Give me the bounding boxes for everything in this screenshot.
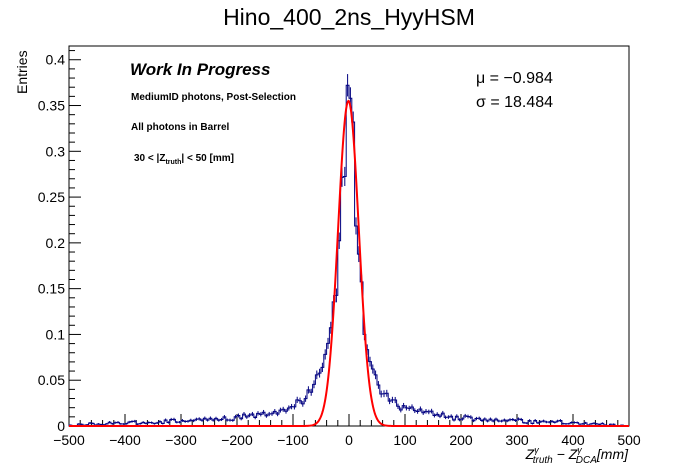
y-tick-label: 0.15 — [38, 281, 65, 297]
x-tick-label: 300 — [505, 432, 529, 448]
x-tick-label: 200 — [449, 432, 473, 448]
y-tick-label: 0.2 — [46, 235, 66, 251]
region-label: All photons in Barrel — [131, 122, 230, 133]
x-title-sup1: γ — [534, 445, 539, 455]
x-title-minus: − — [553, 446, 569, 462]
fit-mu-label: μ = −0.984 — [476, 70, 553, 87]
y-axis-ticks — [69, 50, 81, 427]
x-tick-label: −400 — [109, 432, 141, 448]
gaussian-fit — [69, 99, 629, 427]
cut-label: 30 < |Ztruth| < 50 [mm] — [134, 153, 234, 166]
histogram-series — [68, 74, 629, 427]
y-tick-label: 0.35 — [38, 98, 65, 114]
cut-label-prefix: 30 < |Z — [134, 153, 165, 164]
y-tick-label: 0.1 — [46, 326, 66, 342]
x-tick-label: 500 — [617, 432, 641, 448]
x-tick-label: −300 — [165, 432, 197, 448]
y-tick-label: 0.05 — [38, 372, 65, 388]
y-tick-label: 0 — [57, 418, 65, 434]
x-tick-label: 0 — [345, 432, 353, 448]
x-tick-label: 400 — [561, 432, 585, 448]
x-tick-label: 100 — [393, 432, 417, 448]
work-in-progress-label: Work In Progress — [130, 60, 270, 79]
x-axis-title: Zγ truth − Zγ DCA[mm] — [525, 445, 629, 466]
x-title-z2: Z — [568, 446, 578, 462]
chart-title: Hino_400_2ns_HyyHSM — [223, 4, 475, 30]
y-tick-label: 0.25 — [38, 189, 65, 205]
x-axis-tick-labels: −500 −400 −300 −200 −100 0 100 200 300 400 500 — [53, 432, 641, 448]
x-title-sup2: γ — [577, 445, 582, 455]
y-axis-tick-labels: 0 0.05 0.1 0.15 0.2 0.25 0.3 0.35 0.4 — [38, 52, 65, 434]
y-tick-label: 0.3 — [46, 143, 66, 159]
cut-label-suffix: | < 50 [mm] — [181, 153, 234, 164]
x-title-sub1: truth — [533, 455, 553, 466]
cut-label-sub: truth — [165, 159, 181, 166]
selection-label: MediumID photons, Post-Selection — [131, 92, 296, 103]
x-tick-label: −100 — [277, 432, 309, 448]
y-axis-title: Entries — [14, 50, 30, 94]
fit-sigma-label: σ = 18.484 — [476, 94, 553, 111]
x-tick-label: −500 — [53, 432, 85, 448]
x-title-z1: Z — [525, 446, 535, 462]
histogram-line — [68, 84, 629, 427]
x-tick-label: −200 — [221, 432, 253, 448]
x-title-sub2: DCA — [576, 455, 597, 466]
gaussian-fit-curve — [69, 99, 629, 427]
x-title-unit: [mm] — [596, 446, 629, 462]
x-axis-ticks — [68, 414, 630, 426]
y-tick-label: 0.4 — [46, 52, 66, 68]
